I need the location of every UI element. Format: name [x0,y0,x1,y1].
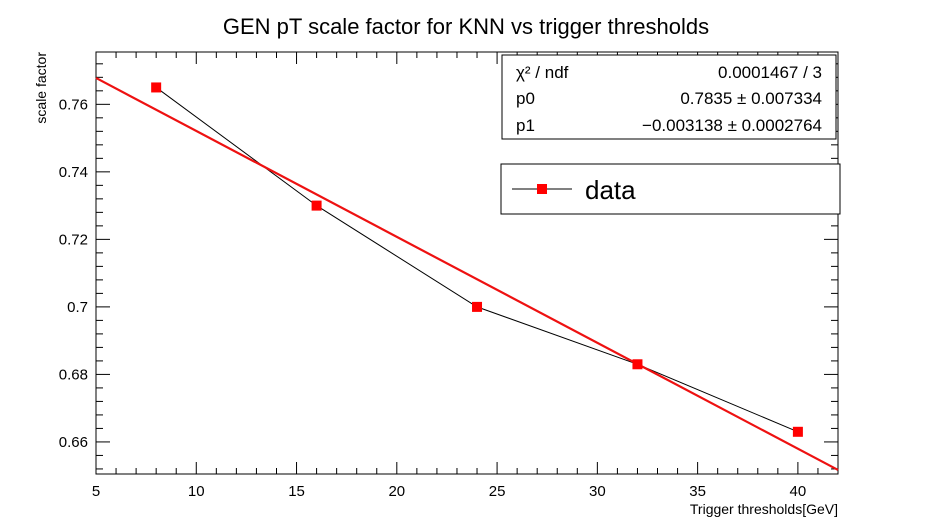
stats-row-label-p0: p0 [516,89,535,108]
stats-row-value-chi2: 0.0001467 / 3 [718,63,822,82]
legend-marker-swatch [537,184,547,194]
x-axis-tick-labels: 5 10 15 20 25 30 35 40 [92,483,806,500]
fit-line-segment [95,76,839,471]
stats-box: χ² / ndf 0.0001467 / 3 p0 0.7835 ± 0.007… [501,54,837,140]
x-tick-label: 30 [589,483,606,500]
x-axis-label: Trigger thresholds[GeV] [690,501,838,517]
data-point [792,426,803,437]
y-tick-label: 0.76 [59,96,88,113]
x-tick-label: 40 [790,483,807,500]
y-tick-label: 0.74 [59,164,88,181]
x-tick-label: 5 [92,483,100,500]
y-tick-label: 0.7 [67,299,88,316]
data-point [311,200,322,211]
stats-row-label-p1: p1 [516,116,535,135]
y-tick-label: 0.68 [59,366,88,383]
stats-box-frame [501,54,837,140]
x-axis-ticks [95,52,839,474]
y-axis-label: scale factor [33,52,49,124]
x-tick-label: 20 [388,483,405,500]
stats-row-label-chi2: χ² / ndf [516,63,569,82]
x-tick-label: 15 [288,483,305,500]
legend: data [500,163,841,215]
x-tick-label: 25 [489,483,506,500]
data-point [472,301,483,312]
data-markers [151,82,803,437]
x-tick-label: 10 [188,483,205,500]
legend-entry-data: data [585,175,636,205]
stats-row-value-p0: 0.7835 ± 0.007334 [680,89,822,108]
x-tick-label: 35 [689,483,706,500]
data-point [151,82,162,93]
chart-title: GEN pT scale factor for KNN vs trigger t… [223,14,709,39]
y-axis-tick-labels: 0.66 0.68 0.7 0.72 0.74 0.76 [59,96,88,451]
y-tick-label: 0.72 [59,231,88,248]
fit-line [95,76,839,471]
stats-row-value-p1: −0.003138 ± 0.0002764 [642,116,822,135]
y-tick-label: 0.66 [59,434,88,451]
plot-frame [95,51,839,475]
data-point [632,359,643,370]
